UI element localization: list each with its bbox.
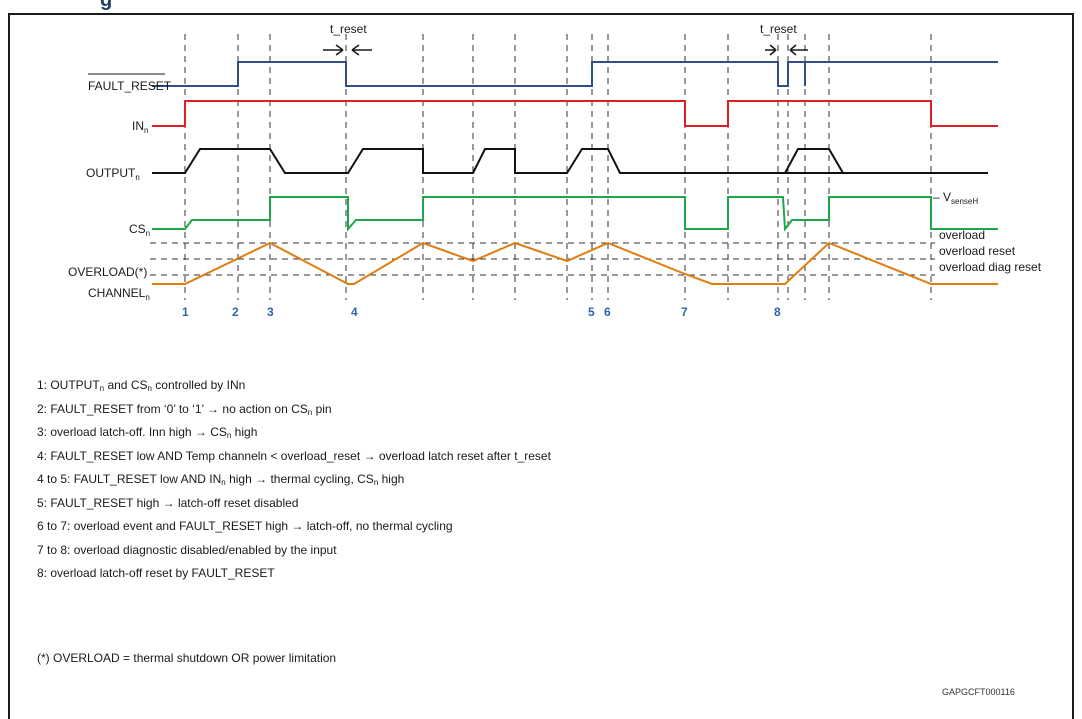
overload-label: OVERLOAD(*) <box>68 265 147 279</box>
note-text: 4 to 5: FAULT_RESET low AND IN <box>37 472 222 486</box>
note-text: 1: OUTPUT <box>37 378 100 392</box>
in-waveform <box>152 100 998 127</box>
note-text: high → thermal cycling, CS <box>225 472 374 486</box>
event-number-7: 7 <box>681 305 688 319</box>
note-item: 5: FAULT_RESET high → latch-off reset di… <box>37 496 551 520</box>
level-label-overload: overload <box>939 228 985 242</box>
figure-title: g <box>100 0 113 11</box>
figure-frame <box>8 13 1074 719</box>
event-number-1: 1 <box>182 305 189 319</box>
vsense-label: – VsenseH <box>933 190 978 206</box>
output-label: OUTPUTn <box>86 166 140 182</box>
signal-labels: FAULT_RESET INn OUTPUTn CSn OVERLOAD(*) … <box>68 73 172 302</box>
event-number-2: 2 <box>232 305 239 319</box>
note-item: 2: FAULT_RESET from ‘0’ to ‘1’ → no acti… <box>37 402 551 426</box>
note-subscript: n <box>373 478 379 487</box>
note-text: high <box>378 472 405 486</box>
note-text: and CS <box>104 378 148 392</box>
note-text: 7 to 8: overload diagnostic disabled/ena… <box>37 542 337 557</box>
note-item: 7 to 8: overload diagnostic disabled/ena… <box>37 543 551 567</box>
fault-reset-label: FAULT_RESET <box>88 79 172 93</box>
t-reset-arrows-2 <box>765 44 808 56</box>
note-text: 6 to 7: overload event and FAULT_RESET h… <box>37 519 453 533</box>
note-item: 3: overload latch-off. Inn high → CSn hi… <box>37 425 551 449</box>
note-item: 8: overload latch-off reset by FAULT_RES… <box>37 566 551 590</box>
t-reset-arrows-1 <box>323 44 372 56</box>
event-number-6: 6 <box>604 305 611 319</box>
note-text: 3: overload latch-off. Inn high → CS <box>37 425 227 439</box>
level-label-overload-diag-reset: overload diag reset <box>939 260 1042 274</box>
channel-label: CHANNELn <box>88 286 150 302</box>
t-reset-label-2: t_reset <box>760 22 797 36</box>
level-label-overload-reset: overload reset <box>939 244 1016 258</box>
note-text: controlled by INn <box>151 378 246 392</box>
event-number-8: 8 <box>774 305 781 319</box>
event-guide-lines <box>184 34 932 300</box>
event-numbers: 1 2 3 4 5 6 7 8 <box>182 305 781 319</box>
cs-waveform <box>152 196 998 232</box>
footnote: (*) OVERLOAD = thermal shutdown OR power… <box>37 651 337 665</box>
t-reset-markers: t_reset t_reset <box>323 22 808 56</box>
note-subscript: n <box>226 431 232 440</box>
output-waveform-pulse <box>784 148 844 174</box>
t-reset-label-1: t_reset <box>330 22 367 36</box>
note-item: 6 to 7: overload event and FAULT_RESET h… <box>37 519 551 543</box>
note-subscript: n <box>221 478 226 487</box>
header-strip: g <box>0 0 1082 14</box>
note-text: 8: overload latch-off reset by FAULT_RES… <box>37 566 275 580</box>
threshold-guide-lines <box>150 196 935 276</box>
figure-code: GAPGCFT000116 <box>942 687 1015 697</box>
cs-label: CSn <box>129 222 150 238</box>
notes-list: 1: OUTPUTn and CSn controlled by INn 2: F… <box>37 378 551 590</box>
note-text: 4: FAULT_RESET low AND Temp channeln < o… <box>37 448 551 463</box>
note-subscript: n <box>147 384 152 393</box>
in-label: INn <box>132 119 148 135</box>
waveforms <box>152 61 998 285</box>
event-number-5: 5 <box>588 305 595 319</box>
event-number-3: 3 <box>267 305 274 319</box>
note-item: 4 to 5: FAULT_RESET low AND INn high → t… <box>37 472 551 496</box>
timing-diagram: FAULT_RESET INn OUTPUTn CSn OVERLOAD(*) … <box>68 22 1042 319</box>
note-item: 4: FAULT_RESET low AND Temp channeln < o… <box>37 449 551 473</box>
overload-channel-waveform <box>152 241 998 285</box>
note-subscript: n <box>307 407 313 417</box>
note-text: high <box>231 425 258 439</box>
note-text: 2: FAULT_RESET from ‘0’ to ‘1’ → no acti… <box>37 401 308 416</box>
note-item: 1: OUTPUTn and CSn controlled by INn <box>37 378 551 402</box>
event-number-4: 4 <box>351 305 358 319</box>
output-waveform <box>152 148 988 174</box>
note-subscript: n <box>99 384 105 393</box>
note-text: 5: FAULT_RESET high → latch-off reset di… <box>37 495 299 510</box>
note-text: pin <box>312 401 332 416</box>
fault-reset-waveform <box>152 61 998 87</box>
